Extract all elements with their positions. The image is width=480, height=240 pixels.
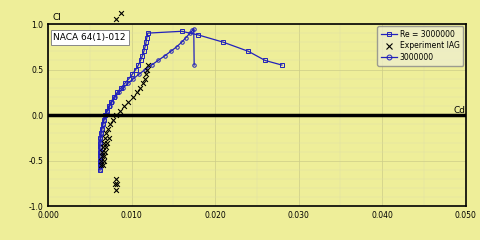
Point bbox=[102, 145, 109, 149]
Point bbox=[117, 11, 124, 15]
Point bbox=[105, 136, 113, 140]
Point bbox=[112, 113, 120, 117]
Point bbox=[144, 63, 152, 67]
Text: NACA 64(1)-012: NACA 64(1)-012 bbox=[53, 33, 126, 42]
Point bbox=[104, 127, 112, 131]
Point bbox=[113, 188, 120, 192]
Point bbox=[100, 154, 108, 158]
Point bbox=[116, 109, 123, 113]
Point bbox=[101, 150, 108, 154]
Point bbox=[113, 182, 121, 186]
Point bbox=[129, 95, 137, 99]
Point bbox=[102, 132, 110, 135]
Point bbox=[112, 177, 120, 181]
Point bbox=[100, 141, 108, 144]
Point bbox=[142, 72, 150, 76]
Point bbox=[99, 145, 107, 149]
Point bbox=[111, 182, 119, 186]
Point bbox=[103, 141, 111, 144]
Point bbox=[144, 68, 151, 72]
Point bbox=[100, 159, 108, 163]
Point bbox=[98, 154, 106, 158]
Point bbox=[97, 159, 105, 163]
Point bbox=[141, 77, 148, 81]
Point bbox=[101, 136, 108, 140]
Legend: Re = 3000000, Experiment IAG, 3000000: Re = 3000000, Experiment IAG, 3000000 bbox=[377, 26, 463, 66]
Text: Cd: Cd bbox=[454, 106, 466, 115]
Point bbox=[113, 18, 120, 21]
Point bbox=[98, 150, 106, 154]
Point bbox=[99, 163, 107, 167]
Point bbox=[139, 81, 146, 85]
Point bbox=[133, 90, 141, 94]
Point bbox=[107, 122, 114, 126]
Point bbox=[109, 118, 117, 122]
Point bbox=[97, 163, 105, 167]
Point bbox=[120, 104, 128, 108]
Point bbox=[124, 100, 132, 103]
Text: Cl: Cl bbox=[52, 13, 61, 22]
Point bbox=[136, 86, 144, 90]
